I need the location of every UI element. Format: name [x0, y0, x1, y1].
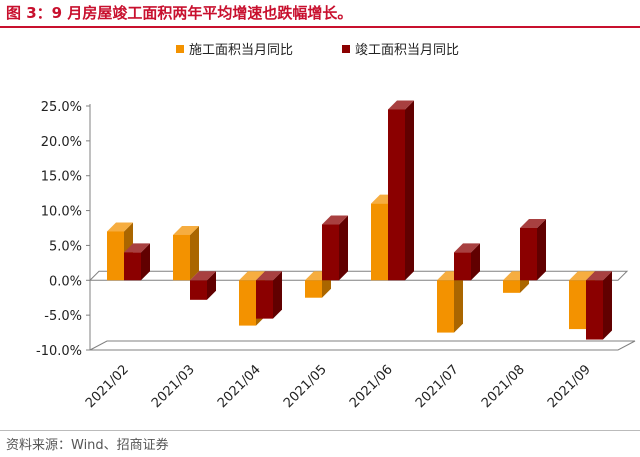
x-axis-labels: 2021/02 2021/03 2021/04 2021/05 2021/06 2021/…	[83, 362, 594, 411]
chart-axes: 25.0% 20.0% 15.0% 10.0% 5.0% 0.0% -5.0% -10.0%	[36, 100, 636, 359]
x-tick-label: 2021/03	[149, 362, 198, 411]
x-tick-label: 2021/02	[83, 362, 132, 411]
bar-top	[520, 219, 546, 228]
bar-top	[586, 271, 612, 281]
bar-side	[471, 243, 480, 281]
title-divider	[0, 26, 640, 28]
bar-front	[256, 280, 273, 319]
bar-side	[273, 271, 282, 319]
source-divider	[0, 430, 640, 431]
bar-front	[239, 280, 256, 326]
bar-front	[190, 280, 207, 300]
bar-top	[256, 271, 282, 281]
bar-side	[405, 100, 414, 281]
bar-series-2-2021-08	[520, 219, 546, 281]
bar-series-2-2021-06	[388, 100, 414, 281]
chart-bars	[107, 100, 612, 340]
bar-front	[305, 280, 322, 298]
legend-swatch-series-2	[342, 45, 350, 53]
bar-side	[454, 271, 463, 333]
x-tick-label: 2021/09	[545, 362, 594, 411]
bar-chart: 施工面积当月同比 竣工面积当月同比 25.0% 20.0% 15.0% 10.0% 5.0…	[36, 43, 636, 411]
x-tick-label: 2021/04	[215, 362, 264, 411]
y-tick-label: -5.0%	[44, 309, 82, 324]
bar-top	[454, 243, 480, 253]
bar-top	[388, 100, 414, 110]
bar-front	[520, 228, 537, 281]
bar-front	[503, 280, 520, 293]
bar-top	[190, 271, 216, 281]
bar-series-2-2021-05	[322, 215, 348, 281]
bar-front	[437, 280, 454, 333]
zero-plane	[88, 270, 629, 281]
y-tick-label: 15.0%	[41, 170, 82, 185]
bar-top	[124, 243, 150, 253]
y-tick-label: -10.0%	[36, 344, 82, 359]
bar-front	[322, 224, 339, 281]
y-tick-label: 20.0%	[41, 135, 82, 150]
bar-top	[107, 222, 133, 232]
y-tick-label: 10.0%	[41, 205, 82, 220]
bar-series-2-2021-02	[124, 243, 150, 281]
bar-series-1-2021-03	[173, 225, 199, 281]
bar-front	[454, 252, 471, 281]
bar-series-2-2021-04	[256, 271, 282, 319]
bar-side	[207, 271, 216, 300]
bar-side	[537, 219, 546, 281]
bar-front	[107, 231, 124, 281]
chart-legend: 施工面积当月同比 竣工面积当月同比	[176, 43, 459, 58]
legend-swatch-series-1	[176, 45, 184, 53]
y-tick-label: 0.0%	[49, 274, 82, 289]
bar-front	[173, 234, 190, 281]
y-tick-label: 5.0%	[49, 239, 82, 254]
bar-series-2-2021-09	[586, 271, 612, 340]
legend-label-series-2: 竣工面积当月同比	[355, 43, 459, 58]
bar-front	[569, 280, 586, 330]
bar-front	[586, 280, 603, 340]
bar-front	[371, 203, 388, 281]
x-tick-label: 2021/07	[413, 362, 462, 411]
bar-top	[322, 215, 348, 225]
bar-front	[388, 109, 405, 281]
bar-top	[173, 225, 199, 235]
bar-top	[239, 271, 265, 281]
figure-title: 图 3：9 月房屋竣工面积两年平均增速也跌幅增长。	[6, 4, 353, 22]
bar-series-1-2021-07	[437, 271, 463, 333]
legend-label-series-1: 施工面积当月同比	[189, 43, 293, 58]
bar-side	[339, 215, 348, 281]
x-tick-label: 2021/06	[347, 362, 396, 411]
bar-series-2-2021-07	[454, 243, 480, 281]
source-note: 资料来源：Wind、招商证券	[6, 438, 169, 453]
bottom-plane	[89, 340, 636, 351]
x-tick-label: 2021/05	[281, 362, 330, 411]
bar-series-2-2021-03	[190, 271, 216, 300]
bar-top	[569, 271, 595, 281]
bar-front	[124, 252, 141, 281]
bar-side	[603, 271, 612, 340]
bar-side	[141, 243, 150, 281]
bar-side	[190, 225, 199, 281]
y-tick-label: 25.0%	[41, 100, 82, 115]
x-tick-label: 2021/08	[479, 362, 528, 411]
